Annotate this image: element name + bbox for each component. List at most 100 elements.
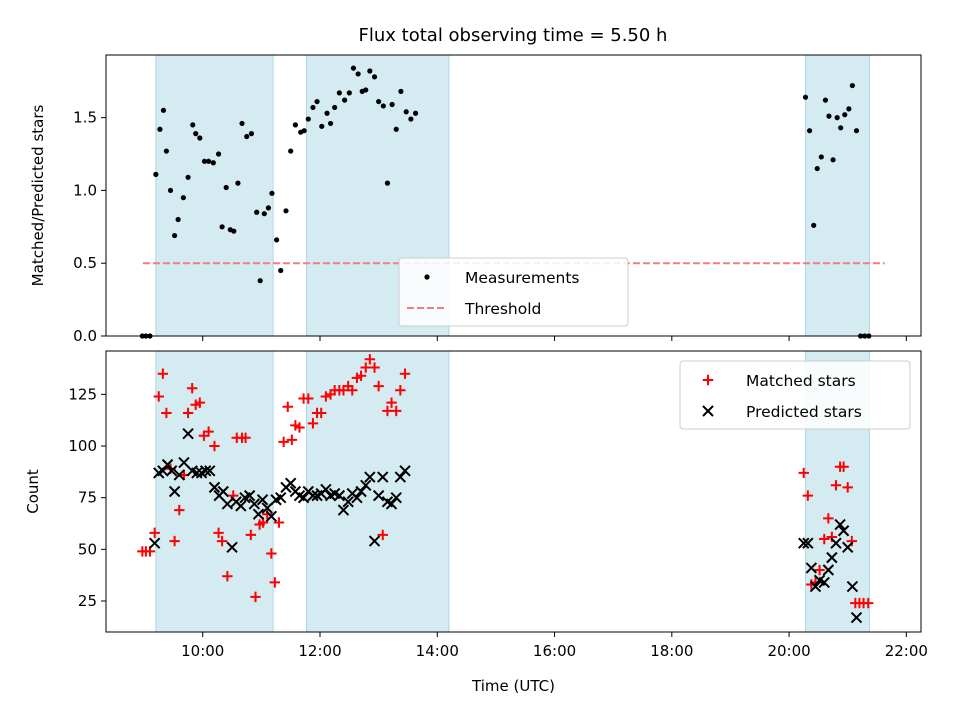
matched-star-point [216, 535, 228, 547]
matched-star-point [203, 426, 214, 437]
matched-star-point [303, 393, 314, 404]
matched-star-point [213, 527, 224, 539]
predicted-star-point [307, 489, 319, 502]
predicted-star-point [221, 498, 234, 510]
matched-star-point [355, 370, 367, 381]
measurement-point [826, 113, 832, 119]
y-tick-label: 1.0 [73, 181, 97, 199]
predicted-star-point [809, 580, 822, 593]
measurement-point [350, 65, 357, 71]
bottom-x-ticks: 10:00 12:00 14:00 16:00 18:00 20:00 22:00 [181, 632, 928, 660]
measurement-point [197, 135, 203, 141]
y-tick-label: 0.0 [73, 327, 97, 345]
measurement-point [190, 122, 196, 128]
matched-star-point [320, 391, 332, 402]
x-tick-label: 18:00 [650, 642, 693, 660]
chart-title: Flux total observing time = 5.50 h [359, 25, 668, 46]
measurement-point [163, 148, 169, 154]
measurement-point [830, 157, 836, 163]
matched-star-point [157, 368, 169, 379]
measurement-point [853, 128, 860, 134]
matched-star-point [307, 418, 319, 429]
measurement-point [822, 97, 829, 103]
shaded-interval-3 [804, 54, 870, 337]
measurement-point [244, 133, 250, 140]
predicted-star-point [173, 469, 185, 481]
matched-star-point [240, 432, 251, 443]
top-legend: Measurements Threshold [398, 257, 629, 327]
matched-star-point [222, 571, 233, 582]
measurement-point [160, 107, 167, 113]
matched-star-point [286, 434, 298, 446]
predicted-star-point [204, 465, 216, 477]
matched-star-point [863, 597, 874, 609]
measurement-point [332, 104, 338, 111]
matched-star-point [802, 490, 814, 501]
predicted-star-point [284, 477, 297, 489]
measurement-point [314, 98, 320, 105]
matched-star-point [186, 382, 198, 394]
predicted-star-point [834, 518, 846, 531]
measurement-point [292, 122, 298, 128]
measurement-point [408, 116, 414, 122]
measurement-point [818, 154, 824, 160]
predicted-star-point [342, 496, 354, 508]
matched-star-point [838, 461, 849, 472]
matched-star-point [194, 397, 206, 408]
measurement-point [167, 187, 174, 194]
measurement-point [215, 151, 222, 157]
matched-star-point [174, 504, 185, 516]
predicted-star-point [368, 535, 381, 547]
measurement-points [139, 65, 872, 339]
x-tick-label: 20:00 [767, 642, 810, 660]
measurement-point [371, 74, 378, 80]
measurement-point [175, 216, 181, 223]
matched-star-point [269, 577, 281, 588]
matched-star-point [182, 407, 194, 419]
predicted-star-point [399, 465, 411, 477]
measurement-point [310, 104, 316, 111]
matched-star-point [391, 405, 402, 417]
measurement-point [363, 87, 369, 93]
legend-label: Threshold [464, 300, 541, 318]
predicted-star-point [333, 489, 346, 502]
predicted-star-point [850, 611, 863, 624]
measurement-point [172, 232, 178, 239]
matched-star-point [842, 482, 853, 493]
predicted-star-point [818, 576, 830, 589]
matched-star-point [294, 422, 305, 433]
measurement-point [305, 116, 311, 122]
measurement-point [346, 90, 352, 96]
y-tick-label: 1.5 [73, 109, 97, 127]
predicted-star-point [846, 580, 859, 593]
bottom-axes-frame [105, 350, 922, 633]
x-tick-label: 22:00 [885, 642, 928, 660]
measurement-point [231, 228, 237, 234]
shaded-interval-1 [155, 54, 274, 337]
top-axes-frame [105, 54, 922, 337]
matched-star-point [278, 436, 289, 448]
legend-box [679, 360, 911, 430]
matched-star-point [262, 509, 273, 520]
predicted-star-point [252, 508, 265, 520]
measurement-point [265, 205, 272, 211]
measurement-point [254, 209, 260, 215]
predicted-star-point [842, 541, 854, 553]
measurement-point [319, 123, 325, 129]
measurement-point [802, 94, 809, 100]
x-axis-label: Time (UTC) [471, 677, 555, 695]
top-y-ticks: 0.0 0.5 1.0 1.5 [73, 109, 106, 345]
legend-marker-x [702, 405, 714, 417]
matched-star-point [798, 467, 809, 479]
measurement-point [834, 115, 840, 121]
y-tick-label: 25 [78, 592, 97, 610]
legend-marker-dot [424, 274, 430, 280]
predicted-star-point [235, 500, 247, 512]
measurement-point [288, 148, 294, 154]
predicted-star-point [364, 471, 376, 483]
predicted-star-point [351, 491, 363, 504]
x-tick-label: 16:00 [533, 642, 576, 660]
bottom-legend: Matched stars Predicted stars [679, 360, 911, 430]
measurement-point [811, 222, 817, 228]
